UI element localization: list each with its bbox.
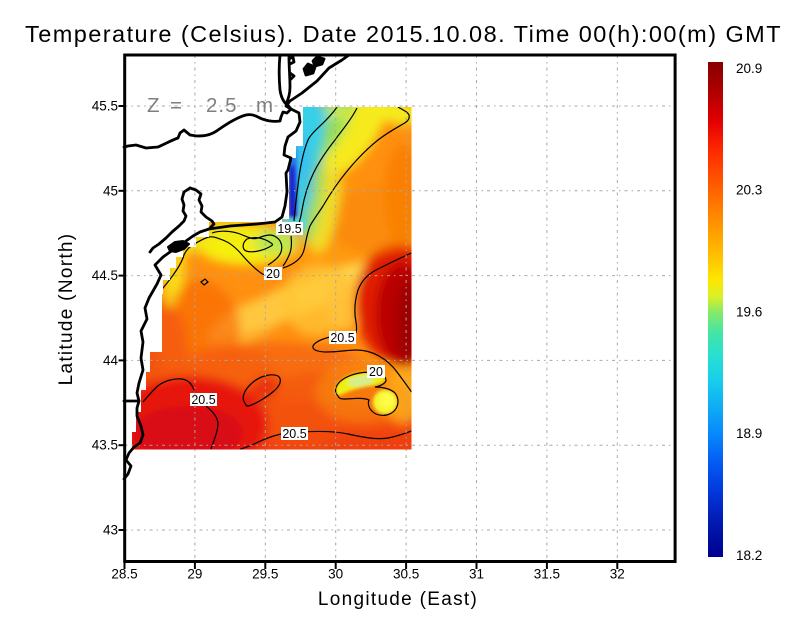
svg-text:m: m [256,94,273,117]
svg-text:Temperature (Celsius). Date 20: Temperature (Celsius). Date 2015.10.08. … [25,21,782,47]
svg-text:Latitude (North): Latitude (North) [56,233,77,386]
svg-text:18.9: 18.9 [736,426,762,441]
svg-text:19.5: 19.5 [277,222,301,236]
svg-text:30.5: 30.5 [393,567,419,582]
svg-text:31.5: 31.5 [534,567,560,582]
svg-text:43: 43 [103,523,118,538]
svg-text:18.2: 18.2 [736,548,762,563]
svg-text:20: 20 [266,267,280,281]
svg-text:32: 32 [610,567,625,582]
svg-text:31: 31 [469,567,484,582]
svg-text:28.5: 28.5 [111,567,137,582]
svg-text:20.9: 20.9 [736,61,762,76]
svg-text:20.5: 20.5 [191,393,215,407]
svg-text:20.5: 20.5 [330,331,354,345]
svg-text:=: = [170,94,182,117]
svg-text:29: 29 [187,567,202,582]
svg-text:19.6: 19.6 [736,304,762,319]
svg-text:44: 44 [103,353,119,368]
svg-text:45.5: 45.5 [92,99,118,114]
svg-text:Longitude (East): Longitude (East) [318,589,478,610]
svg-text:45: 45 [103,183,118,198]
svg-text:44.5: 44.5 [92,268,118,283]
svg-text:20.3: 20.3 [736,183,762,198]
svg-text:20: 20 [369,365,383,379]
svg-text:30: 30 [328,567,343,582]
svg-text:2.5: 2.5 [206,94,238,117]
svg-text:20.5: 20.5 [282,427,306,441]
svg-text:43.5: 43.5 [92,438,118,453]
svg-text:Z: Z [147,94,160,117]
svg-text:29.5: 29.5 [252,567,278,582]
